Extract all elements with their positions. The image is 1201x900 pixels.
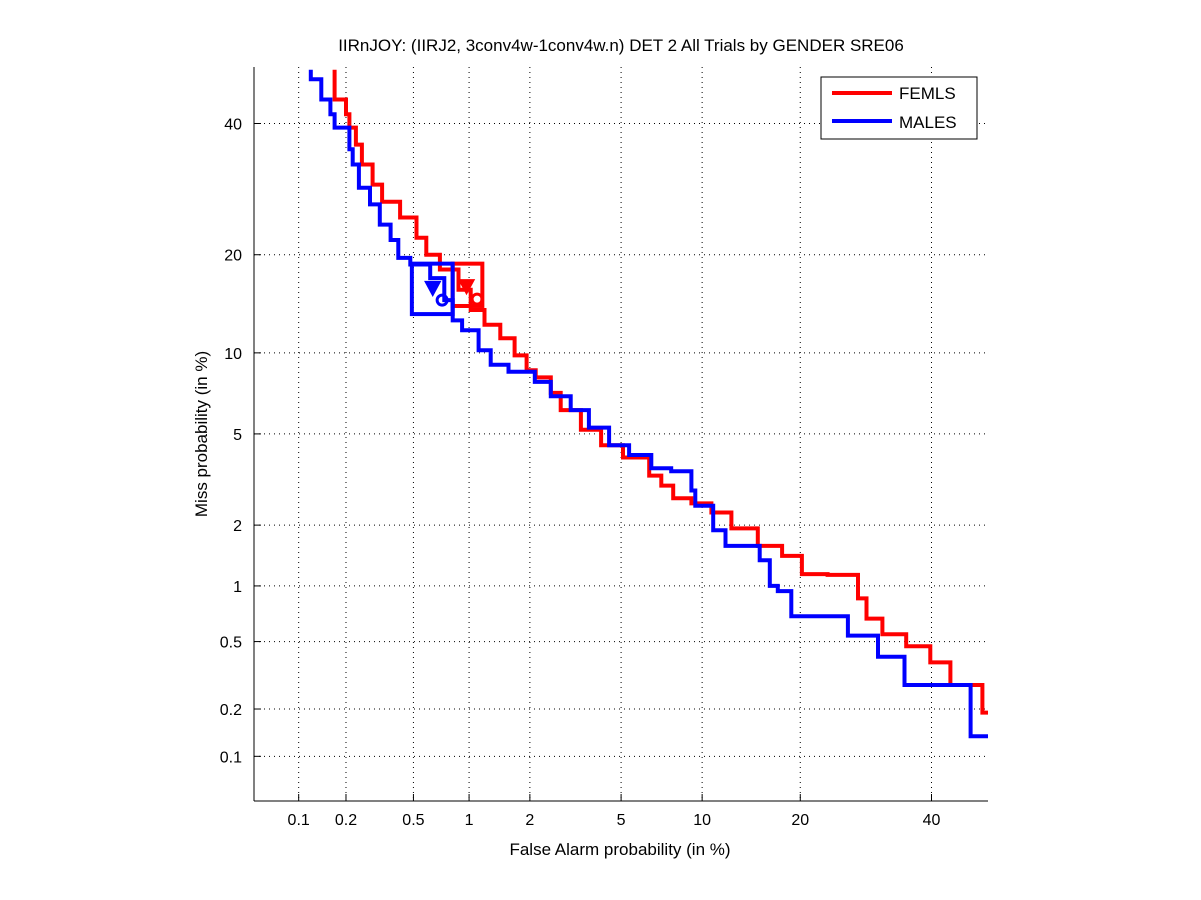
y-tick-label: 2	[233, 518, 242, 535]
y-tick-label: 10	[224, 346, 242, 363]
x-axis-ticks: 0.1 0.2 0.5 1 2 5 10 20 40	[288, 794, 941, 829]
min-dcf-marker-males	[435, 293, 449, 307]
actual-decision-marker-femls	[457, 279, 476, 296]
x-axis-label: False Alarm probability (in %)	[509, 840, 730, 859]
series	[308, 69, 988, 739]
x-tick-label: 0.1	[288, 812, 310, 829]
legend-label-femls: FEMLS	[899, 84, 956, 103]
legend-box	[820, 76, 978, 140]
chart-title: IIRnJOY: (IIRJ2, 3conv4w-1conv4w.n) DET …	[338, 36, 904, 55]
min-dcf-marker-femls	[470, 292, 484, 306]
y-axis-label: Miss probability (in %)	[192, 351, 211, 517]
det-curve-males	[308, 69, 988, 739]
y-tick-label: 0.1	[220, 749, 242, 766]
y-axis-ticks: 0.1 0.2 0.5 1 2 5 10 20 40	[220, 117, 261, 766]
y-tick-label: 0.5	[220, 635, 242, 652]
y-tick-label: 0.2	[220, 702, 242, 719]
x-tick-label: 0.2	[335, 812, 357, 829]
x-tick-label: 5	[617, 812, 626, 829]
series-males	[308, 69, 988, 739]
x-tick-label: 0.5	[402, 812, 424, 829]
x-tick-label: 2	[525, 812, 534, 829]
actual-decision-marker-males	[424, 280, 442, 298]
legend: FEMLS MALES	[820, 76, 978, 140]
y-tick-label: 1	[233, 579, 242, 596]
y-tick-label: 40	[224, 117, 242, 134]
x-tick-label: 1	[465, 812, 474, 829]
x-tick-label: 20	[791, 812, 809, 829]
y-tick-label: 5	[233, 427, 242, 444]
x-tick-label: 10	[693, 812, 711, 829]
x-tick-label: 40	[923, 812, 941, 829]
operating-point-box-males	[409, 261, 455, 317]
legend-label-males: MALES	[899, 113, 957, 132]
y-tick-label: 20	[224, 248, 242, 265]
